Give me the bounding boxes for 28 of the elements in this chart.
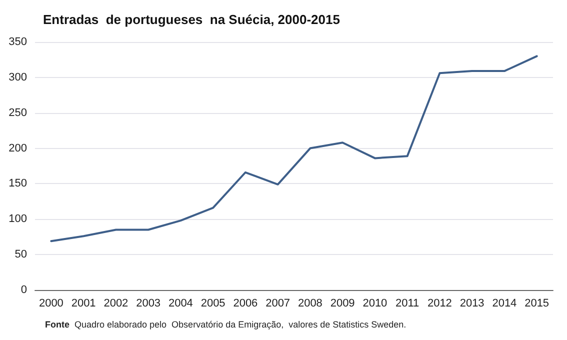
x-tick-label: 2009 <box>330 298 355 310</box>
y-tick-label: 100 <box>8 213 27 226</box>
y-tick-label: 250 <box>8 106 27 119</box>
x-tick-label: 2000 <box>38 298 64 310</box>
line-series <box>50 55 538 242</box>
x-tick-label: 2001 <box>71 298 96 310</box>
text: Fonte <box>45 320 70 330</box>
x-tick-label: 2015 <box>524 298 550 310</box>
text: Quadro elaborado pelo Observatório da Emigração, valores de Statistics Sweden. <box>69 320 406 330</box>
x-tick-label: 2005 <box>200 298 226 310</box>
x-tick-label: 2002 <box>104 298 128 310</box>
x-tick-label: 2013 <box>460 298 484 310</box>
x-tick-label: 2012 <box>427 298 452 310</box>
x-tick-label: 2010 <box>362 298 388 310</box>
x-tick-label: 2008 <box>298 298 322 310</box>
y-tick-label: 300 <box>8 71 27 84</box>
x-tick-label: 2004 <box>168 298 193 310</box>
x-tick-label: 2006 <box>233 298 258 310</box>
y-tick-label: 150 <box>8 178 27 190</box>
x-tick-label: 2011 <box>395 298 420 310</box>
y-tick-label: 0 <box>20 284 27 296</box>
x-tick-label: 2003 <box>136 298 161 310</box>
x-tick-label: 2007 <box>266 298 290 310</box>
y-tick-label: 50 <box>14 248 27 261</box>
y-tick-label: 350 <box>8 36 27 48</box>
chart-title: Entradas de portugueses na Suécia, 2000-2015 <box>43 12 340 27</box>
x-tick-label: 2014 <box>492 298 517 310</box>
y-tick-label: 200 <box>8 142 27 154</box>
